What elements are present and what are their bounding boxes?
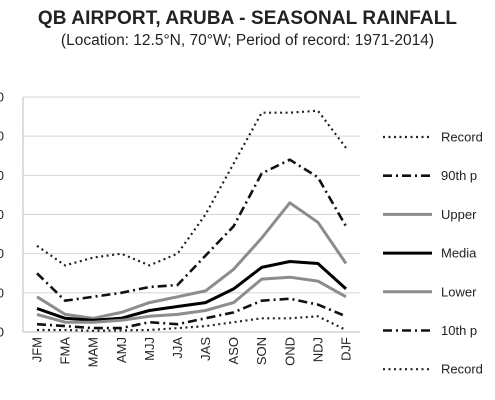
x-tick-label: JJA bbox=[170, 337, 185, 359]
x-tick-label: ASO bbox=[226, 337, 241, 364]
series-line bbox=[36, 297, 347, 330]
legend-label: Lower bbox=[441, 284, 477, 299]
legend-label: Record bbox=[441, 362, 483, 377]
y-axis-ticks: 0 0 0 0 0 0 0 bbox=[0, 90, 4, 340]
axes bbox=[22, 97, 360, 333]
y-tick-label: 0 bbox=[0, 246, 4, 261]
series-line bbox=[36, 158, 348, 303]
y-tick-label: 0 bbox=[0, 129, 4, 144]
series-line bbox=[36, 201, 348, 320]
x-tick-label: JFM bbox=[30, 337, 45, 362]
x-tick-label: JAS bbox=[198, 337, 213, 361]
x-tick-label: MJJ bbox=[142, 337, 157, 361]
y-tick-label: 0 bbox=[0, 90, 4, 105]
y-tick-label: 0 bbox=[0, 207, 4, 222]
legend-label: 10th p bbox=[441, 323, 477, 338]
y-tick-label: 0 bbox=[0, 285, 4, 300]
x-tick-label: NDJ bbox=[310, 337, 325, 362]
x-tick-label: MAM bbox=[86, 337, 101, 367]
series-line bbox=[37, 315, 347, 332]
chart-title: QB AIRPORT, ARUBA - SEASONAL RAINFALL bbox=[37, 8, 458, 29]
x-tick-label: FMA bbox=[58, 337, 73, 365]
series-lines bbox=[36, 109, 348, 332]
series-line bbox=[36, 109, 347, 267]
legend-label: Upper bbox=[441, 207, 477, 222]
x-tick-label: AMJ bbox=[114, 337, 129, 363]
gridlines bbox=[23, 96, 360, 333]
y-tick-label: 0 bbox=[0, 168, 4, 183]
chart-subtitle: (Location: 12.5°N, 70°W; Period of recor… bbox=[60, 32, 435, 49]
series-line bbox=[36, 275, 347, 324]
legend: Record 90th p Upper Media Lower 10th p Record bbox=[383, 130, 483, 377]
x-axis-ticks: JFM FMA MAM AMJ MJJ JJA JAS ASO SON OND NDJ DJF bbox=[30, 337, 354, 368]
legend-label: Record bbox=[441, 130, 483, 145]
legend-label: Media bbox=[441, 246, 477, 261]
x-tick-label: SON bbox=[254, 337, 269, 365]
x-tick-label: OND bbox=[282, 337, 297, 366]
y-tick-label: 0 bbox=[0, 325, 4, 340]
legend-label: 90th p bbox=[441, 168, 477, 183]
x-tick-label: DJF bbox=[338, 337, 353, 361]
series-line bbox=[36, 260, 348, 322]
